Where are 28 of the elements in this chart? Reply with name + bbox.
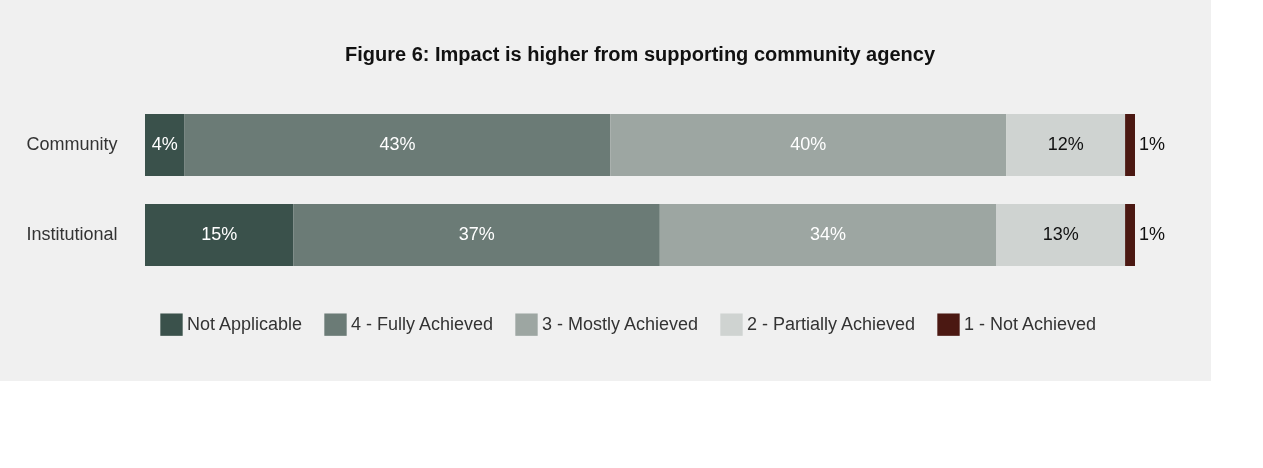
bar (610, 114, 1007, 176)
data-label: 13% (1042, 224, 1079, 244)
bar (184, 114, 611, 176)
bar (1006, 114, 1126, 176)
data-label: 12% (1047, 134, 1084, 154)
data-label: 1% (1139, 134, 1166, 154)
y-tick-label: Community (26, 134, 118, 154)
bar (293, 204, 660, 266)
legend-label: 1 - Not Achieved (964, 313, 1097, 334)
data-label: 43% (379, 134, 416, 154)
chart-title: Figure 6: Impact is higher from supporting community agency (344, 43, 936, 65)
bar (145, 204, 294, 266)
data-label: 15% (201, 224, 238, 244)
legend-label: 3 - Mostly Achieved (542, 313, 699, 334)
data-label: 40% (790, 134, 827, 154)
data-label: 34% (810, 224, 847, 244)
legend-label: 4 - Fully Achieved (351, 313, 494, 334)
bar (659, 204, 997, 266)
data-label: 37% (458, 224, 495, 244)
bar (1125, 114, 1135, 176)
legend-label: 2 - Partially Achieved (747, 313, 916, 334)
bar (996, 204, 1126, 266)
bar (145, 114, 185, 176)
data-label: 1% (1139, 224, 1166, 244)
legend-label: Not Applicable (187, 313, 303, 334)
data-label: 4% (151, 134, 178, 154)
bar (1125, 204, 1135, 266)
y-tick-label: Institutional (26, 224, 118, 244)
